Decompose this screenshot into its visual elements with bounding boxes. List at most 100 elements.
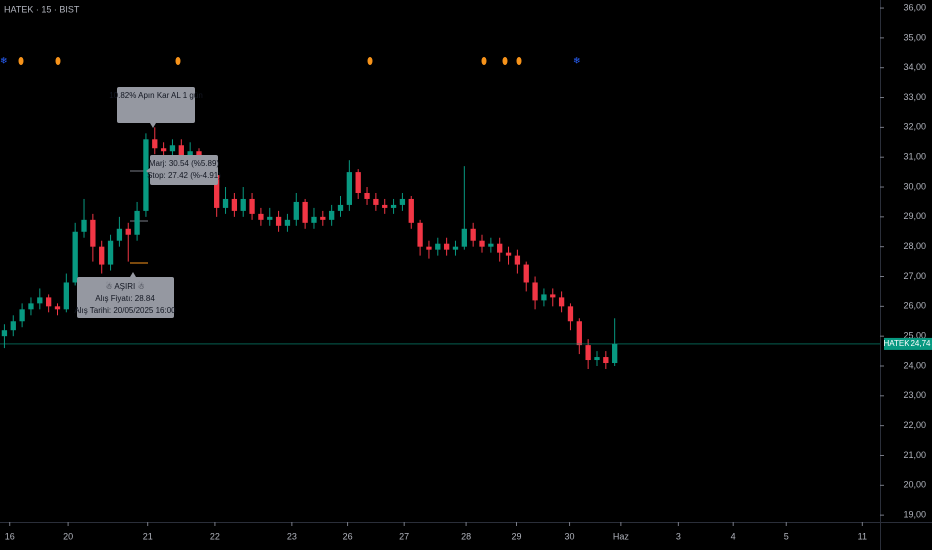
candle-body <box>222 198 229 208</box>
candle-body <box>169 145 176 152</box>
candle-body <box>505 252 512 256</box>
y-tick-label: 28,00 <box>903 241 926 251</box>
tooltip-arrow <box>130 272 136 277</box>
x-tick-label: 23 <box>287 531 297 541</box>
candle-body <box>550 294 556 298</box>
candle-body <box>187 151 193 158</box>
y-tick-label: 22,00 <box>903 420 926 430</box>
flame-icon <box>516 57 522 65</box>
tooltip-text: Marj: 30.54 (%5.89) <box>149 159 220 168</box>
flame-icon <box>481 57 487 65</box>
x-tick-label: 27 <box>399 531 409 541</box>
x-tick-label: 5 <box>784 531 789 541</box>
candle-body <box>408 198 414 223</box>
candle-body <box>90 219 96 247</box>
x-tick-label: 20 <box>63 531 73 541</box>
candle-body <box>240 198 246 211</box>
x-tick-label: 26 <box>343 531 353 541</box>
candle-body <box>293 201 299 220</box>
y-tick-label: 35,00 <box>903 32 926 42</box>
candle-body <box>72 231 78 283</box>
candle-body <box>267 216 273 220</box>
tooltip-box <box>150 155 218 185</box>
candle-body <box>355 172 361 193</box>
candle-body <box>329 210 335 220</box>
candles <box>1 127 618 369</box>
candle-body <box>470 228 476 241</box>
chart-title: HATEK · 15 · BIST <box>4 4 80 14</box>
candle-body <box>99 246 105 265</box>
y-tick-label: 19,00 <box>903 510 926 520</box>
candle-body <box>152 139 158 149</box>
candle-body <box>63 282 69 310</box>
y-tick-label: 31,00 <box>903 152 926 162</box>
candle-body <box>37 297 43 304</box>
y-tick-label: 24,00 <box>903 360 926 370</box>
candle-body <box>497 243 503 253</box>
candle-body <box>134 210 140 235</box>
x-tick-label: 28 <box>461 531 471 541</box>
candle-body <box>45 297 52 307</box>
candle-body <box>249 198 255 214</box>
x-tick-label: 30 <box>565 531 575 541</box>
candle-body <box>214 175 220 208</box>
candle-body <box>160 148 167 152</box>
x-tick-label: 22 <box>210 531 220 541</box>
candle-body <box>337 204 344 211</box>
candle-body <box>452 246 459 250</box>
candle-body <box>488 243 494 247</box>
snow-icon: ❄ <box>0 55 8 65</box>
candle-body <box>443 243 450 250</box>
signal-icons: ❄ ❄ <box>0 55 581 65</box>
x-tick-label: 3 <box>676 531 681 541</box>
tooltip: 10.82% Apın Kar AL 1 gün <box>109 87 203 128</box>
candle-body <box>81 219 87 232</box>
candle-body <box>125 228 131 235</box>
candle-body <box>585 345 591 361</box>
candle-body <box>54 306 61 310</box>
flame-icon <box>367 57 373 65</box>
price-tag <box>909 337 932 350</box>
y-tick-label: 32,00 <box>903 122 926 132</box>
y-tick-label: 23,00 <box>903 390 926 400</box>
tooltip-box <box>117 87 195 123</box>
flame-icon <box>55 57 61 65</box>
candle-body <box>346 172 352 205</box>
candle-body <box>364 192 370 199</box>
candle-body <box>426 246 432 250</box>
y-tick-label: 21,00 <box>903 450 926 460</box>
tooltip: Marj: 30.54 (%5.89) Stop: 27.42 (%-4.91) <box>146 155 221 185</box>
x-tick-label: 16 <box>5 531 15 541</box>
flame-icon <box>18 57 24 65</box>
tooltip-arrow <box>150 123 156 128</box>
candle-body <box>382 204 388 208</box>
candle-body <box>417 222 423 247</box>
tooltip-box <box>77 277 174 318</box>
symbol-label: HATEK <box>883 339 910 348</box>
y-tick-label: 29,00 <box>903 211 926 221</box>
candle-body <box>532 282 538 301</box>
candle-body <box>399 198 406 205</box>
x-tick-label: Haz <box>613 531 630 541</box>
tooltip-text: 10.82% Apın Kar AL 1 gün <box>109 91 203 100</box>
tooltip-arrow <box>146 168 150 174</box>
tooltip-text: ☃ AŞIRI ☃ <box>105 281 144 291</box>
candle-body <box>1 330 8 337</box>
y-tick-label: 27,00 <box>903 271 926 281</box>
candle-body <box>302 201 308 223</box>
tooltip-text: Alış Fiyatı: 28.84 <box>95 294 155 303</box>
candle-body <box>311 216 317 223</box>
tooltip: ☃ AŞIRI ☃ Alış Fiyatı: 28.84 Alış Tarihi… <box>74 272 176 318</box>
y-tick-label: 26,00 <box>903 301 926 311</box>
candle-body <box>541 294 547 301</box>
x-tick-label: 29 <box>511 531 521 541</box>
candle-body <box>284 219 291 226</box>
flame-icon <box>502 57 508 65</box>
snow-icon: ❄ <box>573 55 581 65</box>
tooltip-text: Stop: 27.42 (%-4.91) <box>147 171 221 180</box>
price-label: 24,74 <box>910 339 931 348</box>
candle-body <box>567 306 574 322</box>
y-tick-label: 30,00 <box>903 181 926 191</box>
candle-body <box>231 198 238 211</box>
